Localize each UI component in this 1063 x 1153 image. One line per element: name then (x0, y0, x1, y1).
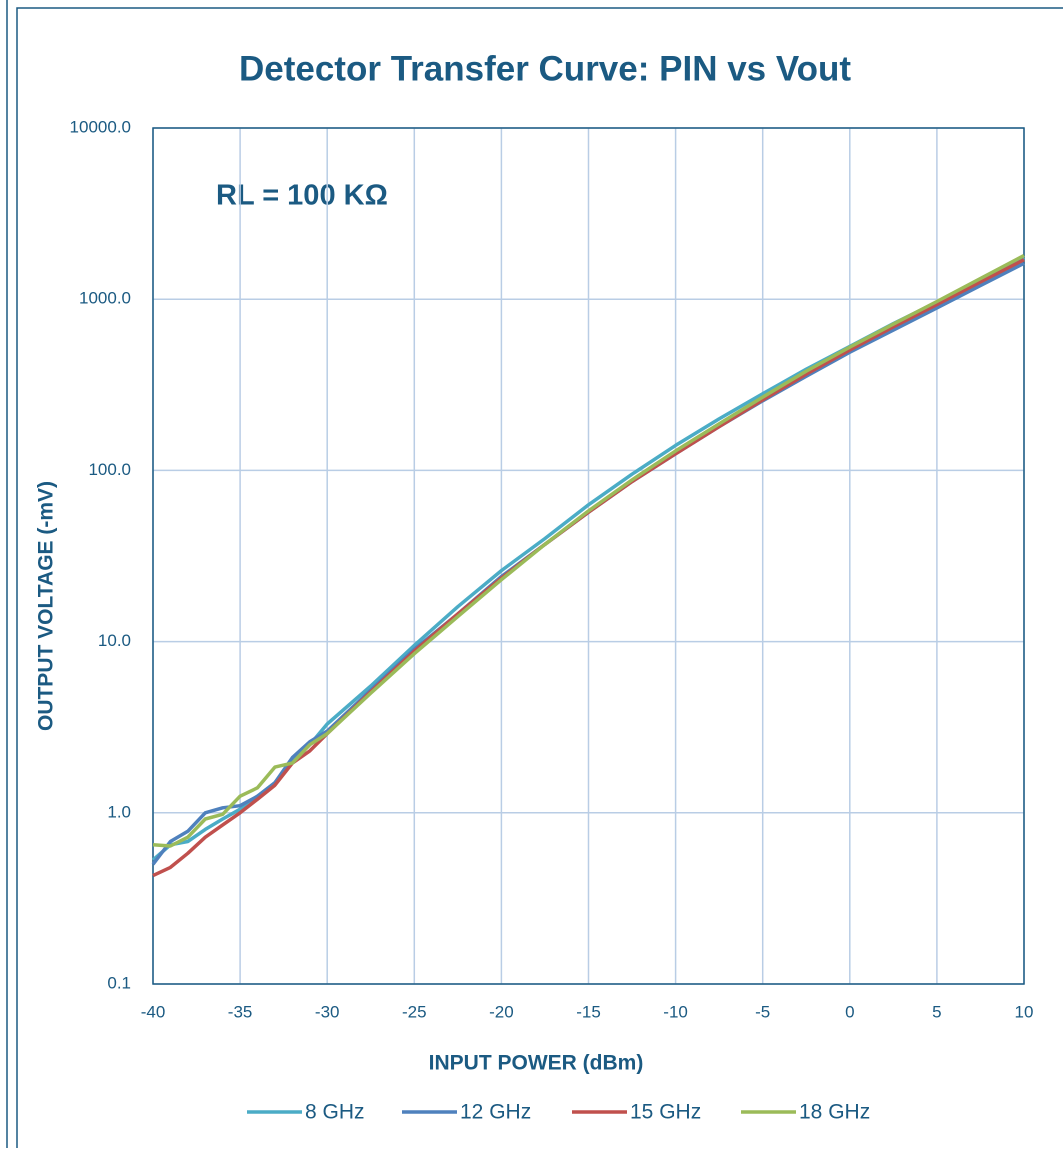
x-tick-label: -30 (315, 1002, 340, 1021)
y-tick-label: 100.0 (88, 460, 131, 479)
annotation: RL = 100 KΩ (216, 180, 388, 212)
y-tick-label: 1000.0 (79, 289, 131, 308)
legend-label: 18 GHz (799, 1101, 870, 1124)
x-tick-label: -40 (141, 1002, 166, 1021)
legend-label: 15 GHz (630, 1101, 701, 1124)
x-tick-label: -5 (755, 1002, 770, 1021)
frame (16, 7, 1063, 1153)
data-line (152, 258, 1025, 878)
plot-border (152, 127, 1025, 985)
x-tick-label: -35 (228, 1002, 253, 1021)
y-tick-label: 10000.0 (70, 117, 131, 136)
x-tick-label: -10 (663, 1002, 688, 1021)
x-tick-label: -20 (489, 1002, 514, 1021)
x-tick-label: -15 (576, 1002, 601, 1021)
x-tick-label: -25 (402, 1002, 427, 1021)
data-line (152, 253, 1025, 848)
x-axis-label: INPUT POWER (dBm) (429, 1052, 644, 1075)
legend-label: 12 GHz (460, 1101, 531, 1124)
chart-title: Detector Transfer Curve: PIN vs Vout (239, 49, 851, 88)
y-tick-label: 0.1 (107, 973, 131, 992)
y-tick-label: 1.0 (107, 802, 131, 821)
x-tick-label: 10 (1015, 1002, 1034, 1021)
x-tick-label: 0 (845, 1002, 854, 1021)
legend-label: 8 GHz (305, 1101, 365, 1124)
y-axis-label: OUTPUT VOLTAGE (-mV) (35, 481, 58, 731)
y-tick-label: 10.0 (98, 631, 131, 650)
x-tick-label: 5 (932, 1002, 941, 1021)
